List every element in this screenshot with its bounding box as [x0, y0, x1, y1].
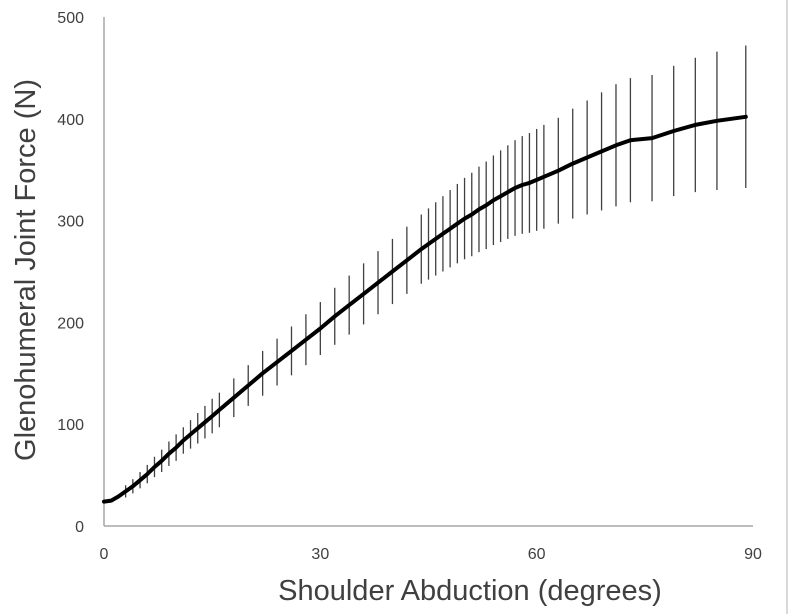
series-line: [102, 114, 748, 504]
x-tick-label: 30: [311, 546, 329, 563]
y-tick-label: 0: [75, 519, 84, 536]
y-tick-label: 300: [57, 214, 84, 231]
y-tick-label: 200: [57, 315, 84, 332]
x-axis-title: Shoulder Abduction (degrees): [278, 575, 662, 607]
y-tick-labels: 0 100 200 300 400 500: [57, 10, 84, 536]
x-tick-label: 90: [744, 546, 762, 563]
y-axis-title: Glenohumeral Joint Force (N): [10, 79, 42, 461]
x-tick-label: 60: [528, 546, 546, 563]
y-tick-label: 100: [57, 417, 84, 434]
x-tick-label: 0: [100, 546, 109, 563]
y-tick-label: 400: [57, 112, 84, 129]
y-tick-label: 500: [57, 10, 84, 27]
x-tick-labels: 0 30 60 90: [100, 546, 762, 563]
